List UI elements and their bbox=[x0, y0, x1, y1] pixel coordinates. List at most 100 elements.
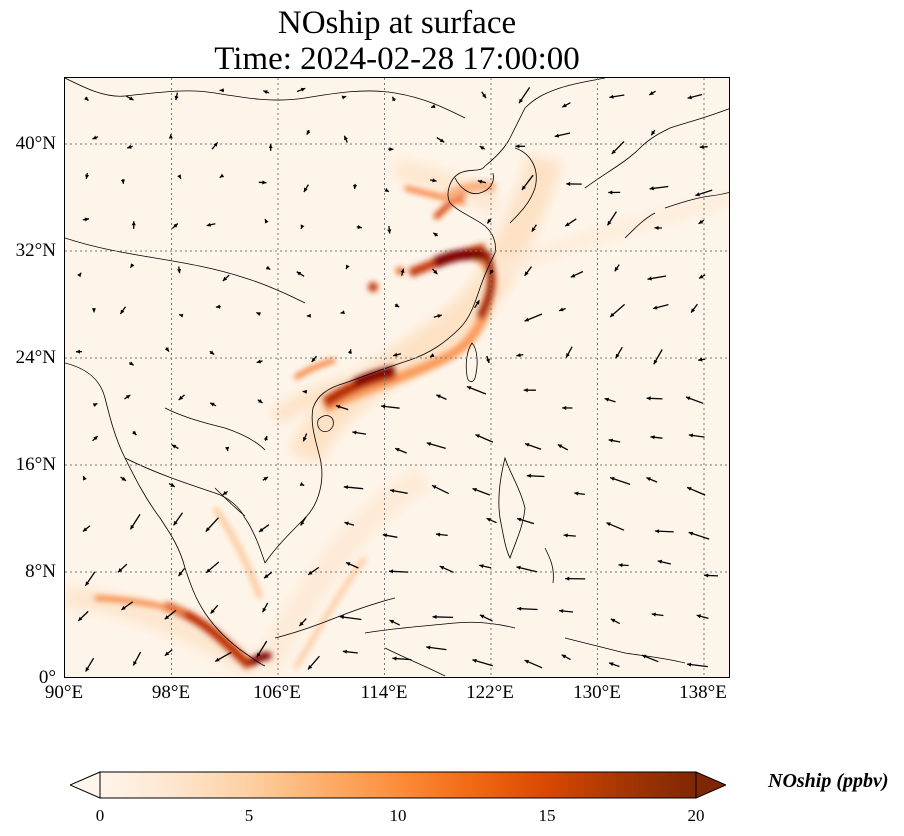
wind-arrow bbox=[652, 303, 669, 310]
wind-arrow bbox=[696, 614, 709, 620]
colorbar-tick-label: 5 bbox=[244, 806, 254, 825]
wind-arrow bbox=[92, 435, 99, 442]
wind-arrow bbox=[695, 189, 713, 197]
wind-arrow bbox=[704, 573, 719, 578]
wind-arrow bbox=[516, 565, 538, 573]
wind-arrow bbox=[688, 433, 705, 438]
wind-arrow bbox=[436, 394, 447, 400]
wind-arrow bbox=[215, 304, 221, 309]
lat-tick-label: 40°N bbox=[15, 133, 56, 154]
wind-arrow bbox=[516, 517, 535, 525]
wind-arrow bbox=[300, 224, 305, 230]
lat-tick-label: 24°N bbox=[15, 347, 56, 368]
wind-arrow bbox=[489, 269, 494, 275]
wind-arrow bbox=[214, 651, 232, 662]
wind-arrow bbox=[558, 307, 566, 312]
wind-arrow bbox=[119, 306, 127, 315]
wind-arrow bbox=[341, 95, 347, 100]
wind-arrow bbox=[258, 524, 270, 533]
wind-arrow bbox=[342, 649, 358, 654]
wind-arrow bbox=[302, 433, 308, 442]
wind-arrow bbox=[472, 487, 491, 496]
wind-arrow bbox=[339, 615, 362, 621]
wind-arrow bbox=[356, 225, 363, 229]
wind-arrow bbox=[654, 529, 674, 534]
wind-arrow bbox=[429, 178, 437, 183]
wind-arrow bbox=[649, 185, 669, 191]
wind-arrow bbox=[168, 134, 173, 139]
wind-arrow bbox=[400, 268, 405, 276]
wind-arrow bbox=[521, 174, 534, 191]
lon-tick-label: 106°E bbox=[253, 682, 301, 703]
gridlines bbox=[65, 78, 729, 677]
wind-arrow bbox=[85, 657, 95, 672]
wind-arrow bbox=[686, 662, 708, 668]
wind-arrow bbox=[477, 179, 487, 184]
wind-arrow bbox=[345, 264, 350, 270]
lat-tick-label: 16°N bbox=[15, 454, 56, 475]
wind-arrow bbox=[177, 567, 186, 577]
wind-arrow bbox=[515, 144, 526, 149]
wind-arrow bbox=[164, 649, 173, 657]
wind-arrow bbox=[177, 174, 182, 180]
wind-arrow bbox=[688, 531, 710, 540]
wind-arrow bbox=[121, 601, 134, 611]
wind-arrow bbox=[431, 484, 449, 495]
colorbar-tick-label: 20 bbox=[687, 806, 705, 825]
wind-arrow bbox=[524, 313, 543, 322]
lon-tick-label: 138°E bbox=[679, 682, 727, 703]
wind-arrow bbox=[646, 396, 663, 401]
wind-arrow bbox=[205, 517, 219, 532]
wind-arrow bbox=[265, 265, 271, 271]
wind-arrow bbox=[614, 264, 620, 272]
wind-arrow bbox=[302, 389, 308, 394]
wind-arrow bbox=[340, 310, 345, 315]
wind-arrow bbox=[382, 533, 398, 538]
wind-arrow bbox=[77, 610, 89, 622]
wind-arrow bbox=[392, 352, 402, 357]
wind-arrow bbox=[486, 355, 490, 364]
wind-arrow bbox=[164, 347, 170, 352]
wind-arrow bbox=[120, 178, 125, 184]
wind-arrow bbox=[554, 132, 571, 138]
wind-arrow bbox=[92, 402, 98, 407]
wind-arrow bbox=[299, 482, 305, 487]
wind-arrow bbox=[82, 525, 91, 533]
map-title-line1: NOship at surface bbox=[277, 5, 517, 41]
wind-arrow bbox=[258, 180, 267, 185]
wind-arrow bbox=[472, 658, 493, 667]
wind-arrow bbox=[432, 614, 454, 619]
wind-arrow bbox=[687, 93, 703, 100]
wind-arrow bbox=[307, 566, 320, 576]
wind-arrow bbox=[517, 606, 538, 611]
concentration-field bbox=[65, 153, 729, 677]
wind-arrow bbox=[606, 522, 625, 531]
wind-arrow bbox=[205, 561, 220, 574]
wind-arrow bbox=[610, 618, 621, 625]
wind-arrow bbox=[206, 222, 216, 227]
wind-arrow bbox=[296, 87, 306, 93]
wind-arrow bbox=[126, 144, 133, 149]
wind-arrow bbox=[608, 662, 620, 668]
wind-arrow bbox=[303, 184, 309, 193]
wind-arrow bbox=[618, 563, 629, 568]
wind-arrow bbox=[345, 561, 359, 569]
wind-arrow bbox=[698, 274, 706, 279]
wind-arrow bbox=[256, 311, 261, 316]
wind-arrow bbox=[85, 172, 90, 180]
wind-arrow bbox=[481, 91, 487, 99]
wind-arrow bbox=[561, 654, 571, 661]
wind-arrow bbox=[518, 87, 531, 104]
wind-arrow bbox=[129, 514, 141, 530]
wind-arrow bbox=[388, 569, 409, 574]
wind-arrow bbox=[75, 349, 83, 354]
wind-arrow bbox=[343, 485, 364, 490]
wind-arrow bbox=[300, 516, 307, 526]
wind-arrow bbox=[391, 96, 397, 102]
wind-arrow bbox=[426, 645, 447, 651]
coastlines bbox=[65, 78, 729, 677]
wind-arrow bbox=[524, 442, 542, 450]
wind-arrow bbox=[604, 397, 616, 403]
wind-arrow bbox=[306, 313, 311, 318]
wind-vector-field bbox=[75, 87, 719, 672]
